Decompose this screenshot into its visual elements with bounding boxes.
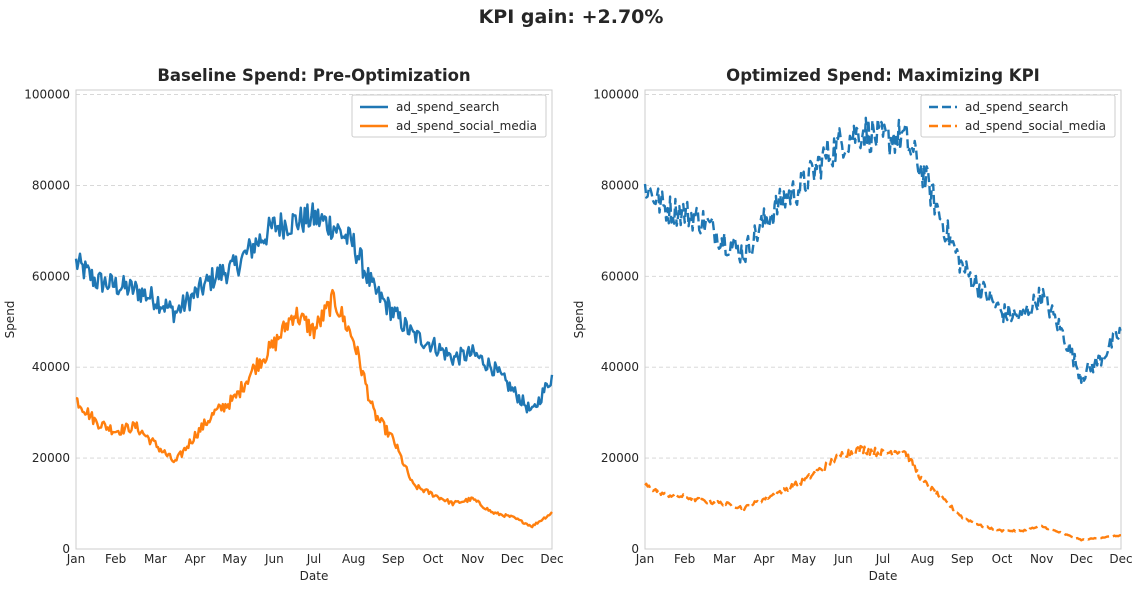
x-tick-label: Oct: [992, 552, 1013, 566]
x-tick-label: Sep: [382, 552, 405, 566]
y-tick-label: 20000: [601, 451, 639, 465]
legend-box: [351, 94, 547, 138]
x-tick-label: Jan: [66, 552, 86, 566]
x-axis-label: Date: [300, 569, 329, 583]
y-tick-label: 20000: [32, 451, 70, 465]
axes-frame: [75, 89, 553, 550]
x-tick-label: May: [222, 552, 247, 566]
x-tick-label: Jun: [833, 552, 853, 566]
series-line-ad_spend_social_media: [644, 444, 1122, 542]
x-tick-label: Mar: [713, 552, 736, 566]
x-tick-label: Nov: [461, 552, 484, 566]
legend-box: [920, 94, 1116, 138]
x-axis-label: Date: [869, 569, 898, 583]
x-tick-label: Dec: [540, 552, 563, 566]
x-tick-label: Feb: [674, 552, 695, 566]
legend-label: ad_spend_social_media: [396, 119, 537, 133]
x-tick-label: Mar: [144, 552, 167, 566]
series-line-ad_spend_search: [74, 202, 554, 414]
y-tick-label: 0: [62, 542, 70, 556]
x-tick-label: Feb: [105, 552, 126, 566]
x-tick-label: Oct: [423, 552, 444, 566]
y-tick-label: 40000: [32, 360, 70, 374]
x-tick-label: Jun: [264, 552, 284, 566]
x-tick-label: Sep: [951, 552, 974, 566]
legend-label: ad_spend_search: [396, 100, 499, 114]
y-tick-label: 60000: [32, 269, 70, 283]
legend-label: ad_spend_social_media: [965, 119, 1106, 133]
y-axis-label: Spend: [3, 301, 17, 339]
y-tick-label: 60000: [601, 269, 639, 283]
y-tick-label: 40000: [601, 360, 639, 374]
y-tick-label: 80000: [601, 178, 639, 192]
x-tick-label: Dec: [501, 552, 524, 566]
x-tick-label: Jul: [306, 552, 321, 566]
x-tick-label: Apr: [185, 552, 206, 566]
panel-2: Optimized Spend: Maximizing KPI 0 20000 400…: [572, 66, 1133, 583]
legend-label: ad_spend_search: [965, 100, 1068, 114]
series-line-ad_spend_social_media: [75, 288, 553, 529]
x-tick-label: Dec: [1109, 552, 1132, 566]
x-tick-label: Aug: [911, 552, 934, 566]
y-axis-label: Spend: [572, 301, 586, 339]
x-tick-label: May: [791, 552, 816, 566]
x-tick-label: Apr: [754, 552, 775, 566]
y-tick-label: 100000: [24, 88, 70, 102]
panel-1: Baseline Spend: Pre-Optimization 0 20000 40…: [3, 66, 564, 583]
y-tick-label: 80000: [32, 178, 70, 192]
figure-suptitle: KPI gain: +2.70%: [478, 6, 664, 28]
x-tick-label: Jan: [635, 552, 655, 566]
axes-frame: [644, 89, 1122, 550]
x-tick-label: Aug: [342, 552, 365, 566]
x-tick-label: Jul: [875, 552, 890, 566]
panel-title: Optimized Spend: Maximizing KPI: [726, 66, 1040, 85]
x-tick-label: Dec: [1070, 552, 1093, 566]
y-tick-label: 0: [631, 542, 639, 556]
series-line-ad_spend_search: [643, 116, 1123, 384]
panel-title: Baseline Spend: Pre-Optimization: [157, 66, 470, 85]
x-tick-label: Nov: [1030, 552, 1053, 566]
y-tick-label: 100000: [593, 88, 639, 102]
